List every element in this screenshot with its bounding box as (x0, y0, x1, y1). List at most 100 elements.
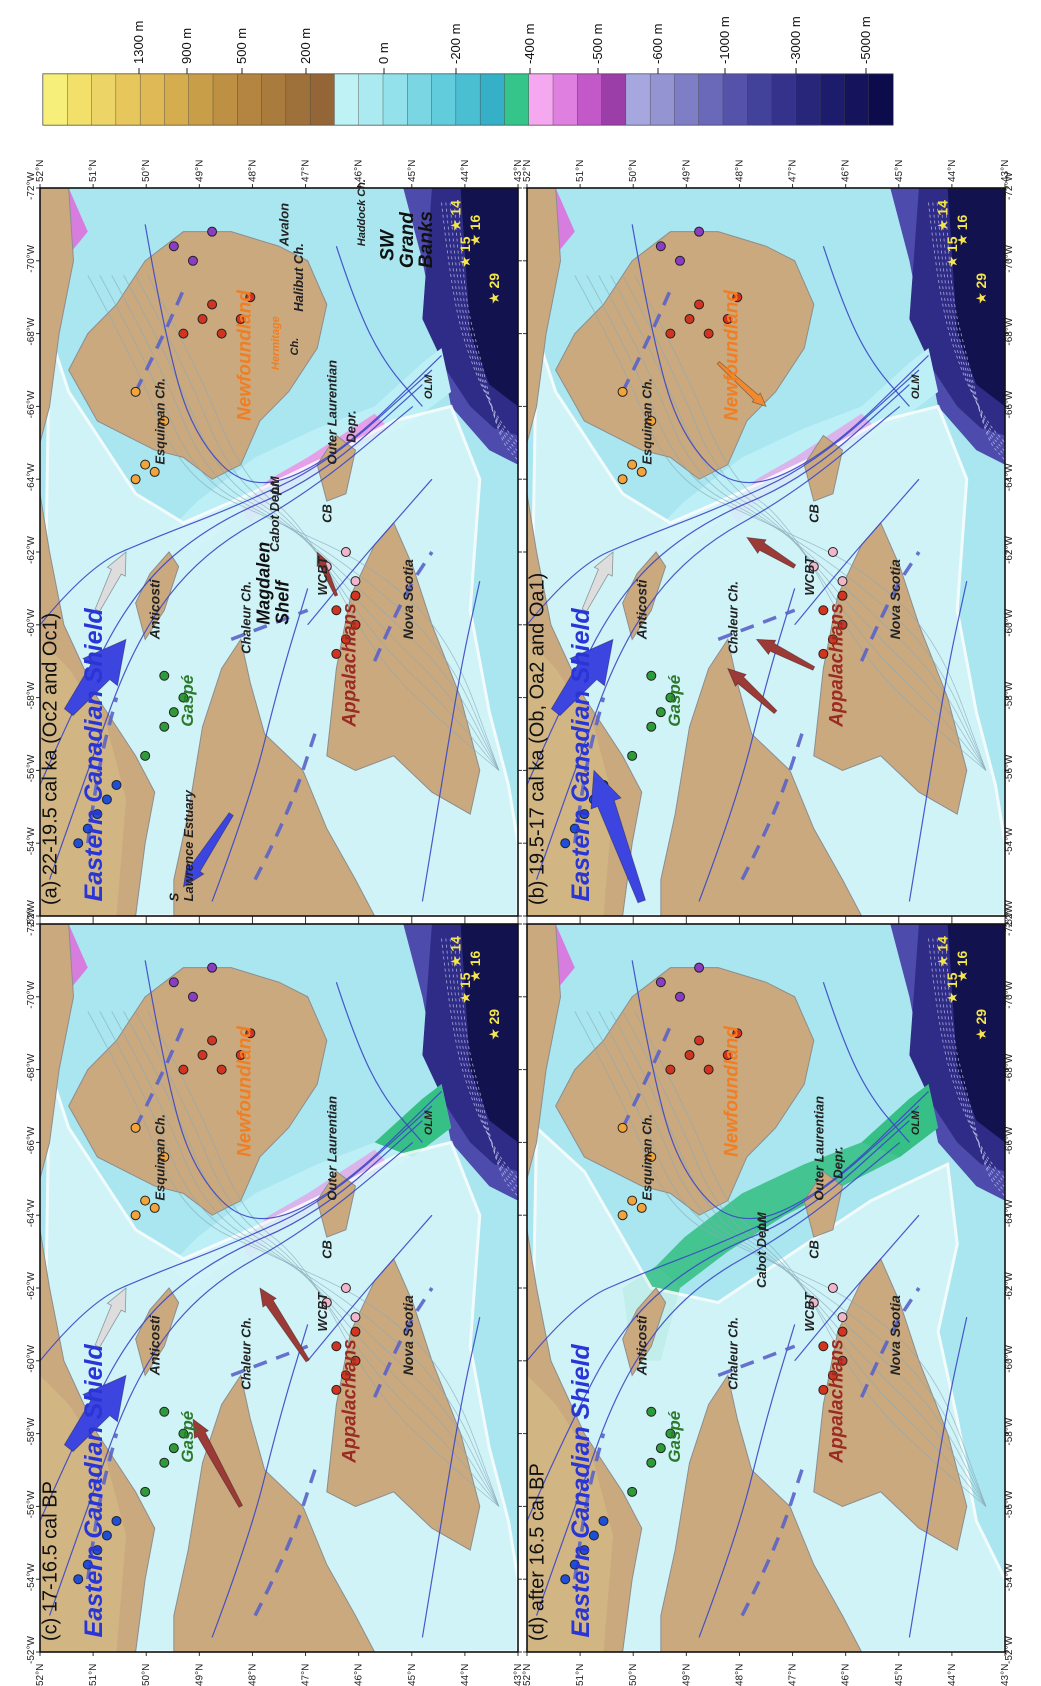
proxy-site-marker (837, 1355, 848, 1366)
proxy-site-marker (92, 809, 103, 820)
label-avalon: Avalon (277, 203, 292, 247)
lon-tick-label: -60°W (1004, 608, 1015, 636)
label-gaspe: Gaspé (178, 675, 197, 727)
core-site-label: 15 (457, 236, 473, 252)
deep-contour (945, 938, 1005, 1197)
label-eastern-canadian-shield: Eastern Canadian Shield (567, 1344, 595, 1638)
legend-swatch (67, 73, 93, 126)
legend-swatch (674, 73, 700, 126)
label-cabot-depression: Cabot Depr. (267, 479, 282, 552)
lon-tick-label: -64°W (26, 1199, 37, 1227)
proxy-site-marker (655, 1443, 666, 1454)
appalachian-arrow (755, 638, 816, 671)
lat-tick-label: 47°N (788, 1664, 799, 1686)
ice-divide-dashed (134, 289, 186, 393)
proxy-site-marker (159, 1406, 170, 1417)
land-northshore (527, 924, 561, 1179)
label-outer-depression: Depr. (343, 410, 358, 443)
land-northshore (40, 924, 74, 1179)
lat-tick-label: 48°N (247, 1664, 258, 1686)
proxy-site-marker (207, 962, 218, 973)
panel-frame (39, 923, 519, 1653)
lat-tick-label: 45°N (894, 160, 905, 182)
lon-tick-label: -60°W (26, 1344, 37, 1372)
label-anticosti: Anticosti (634, 1314, 650, 1376)
proxy-site-marker (665, 328, 676, 339)
proxy-site-marker (331, 648, 342, 659)
ice-stream-arrow (550, 638, 614, 717)
proxy-site-marker (73, 838, 84, 849)
map-panel-a: 52°N 51°N 50°N 49°N 48°N 47°N 46°N 45°N 44°N 43°N… (26, 160, 524, 928)
lat-tick-label: 50°N (628, 1664, 639, 1686)
proxy-site-marker (598, 1515, 609, 1526)
proxy-site-marker (827, 1370, 838, 1381)
lat-tick-label: 52°N (35, 160, 46, 182)
legend-label: 500 m (234, 28, 249, 64)
ice-stream-arrow (63, 1374, 127, 1453)
bathymetry-contour (598, 1011, 987, 1507)
ice-margin-area (527, 333, 1005, 916)
lon-tick-label: -70°W (1004, 244, 1015, 272)
label-appalachians: Appalachians (339, 1339, 360, 1464)
legend-swatch (552, 73, 578, 126)
proxy-site-marker (655, 707, 666, 718)
label-nova-scotia: Nova Scotia (400, 1295, 416, 1375)
proxy-site-marker (694, 962, 705, 973)
proxy-site-marker (684, 1050, 695, 1061)
legend-swatch (42, 73, 68, 126)
label-cb: CB (320, 504, 335, 523)
label-nova-scotia: Nova Scotia (400, 559, 416, 639)
legend-label: -500 m (590, 24, 605, 64)
land-gaspe (660, 1374, 863, 1652)
legend-swatch (504, 73, 530, 126)
bathymetry-contour (111, 1011, 500, 1507)
proxy-site-marker (818, 1384, 829, 1395)
estuary-flow-arrow (182, 812, 234, 888)
legend-swatch (771, 73, 797, 126)
label-appalachians: Appalachians (826, 603, 847, 728)
legend-swatch (212, 73, 238, 126)
bathymetry-contour (87, 275, 500, 771)
proxy-site-marker (560, 838, 571, 849)
proxy-site-marker (168, 241, 179, 252)
label-gaspe: Gaspé (665, 675, 684, 727)
lon-tick-label: -64°W (1004, 463, 1015, 491)
lon-tick-label: -52°W (1004, 1636, 1015, 1664)
proxy-site-marker (101, 794, 112, 805)
panel-title: (b) 19.5-17 cal ka (Ob, Oa2 and Oa1) (527, 573, 549, 905)
lon-tick-label: -62°W (26, 536, 37, 564)
label-nova-scotia: Nova Scotia (887, 1295, 903, 1375)
proxy-site-marker (321, 1297, 332, 1308)
panel-title: (c) 17-16.5 cal BP (40, 1481, 62, 1641)
lat-tick-label: 47°N (788, 160, 799, 182)
ice-flow-line (48, 1141, 414, 1616)
map-panel-c: 52°N 51°N 50°N 49°N 48°N 47°N 46°N 45°N 44°N 43°N… (26, 908, 524, 1686)
ice-flow-line (211, 588, 309, 902)
ice-flow-line (211, 1324, 309, 1638)
legend-label: 1300 m (131, 21, 146, 64)
proxy-site-marker (168, 1443, 179, 1454)
ice-flow-line (908, 580, 968, 902)
lon-tick-label: -56°W (1004, 1490, 1015, 1518)
core-site-label: 15 (944, 972, 960, 988)
lon-tick-label: -58°W (26, 681, 37, 709)
deep-contour (941, 938, 1005, 1193)
proxy-site-marker (579, 809, 590, 820)
legend-swatch (431, 73, 457, 126)
land-northshore (40, 188, 74, 443)
deep-contour (945, 202, 1005, 461)
core-site-label: 16 (954, 214, 970, 230)
proxy-site-marker (350, 1312, 361, 1323)
core-site-star: ★ (449, 219, 465, 232)
deep-contour (458, 938, 518, 1197)
legend-label: -5000 m (858, 16, 873, 64)
core-site-star: ★ (468, 970, 484, 983)
proxy-site-marker (130, 1210, 141, 1221)
proxy-site-marker (187, 255, 198, 266)
proxy-site-marker (636, 1202, 647, 1213)
core-site-label: 16 (954, 950, 970, 966)
ice-stream-arrow (63, 638, 127, 717)
legend-swatch (479, 73, 505, 126)
proxy-site-marker (569, 1559, 580, 1570)
legend-swatch (698, 73, 724, 126)
